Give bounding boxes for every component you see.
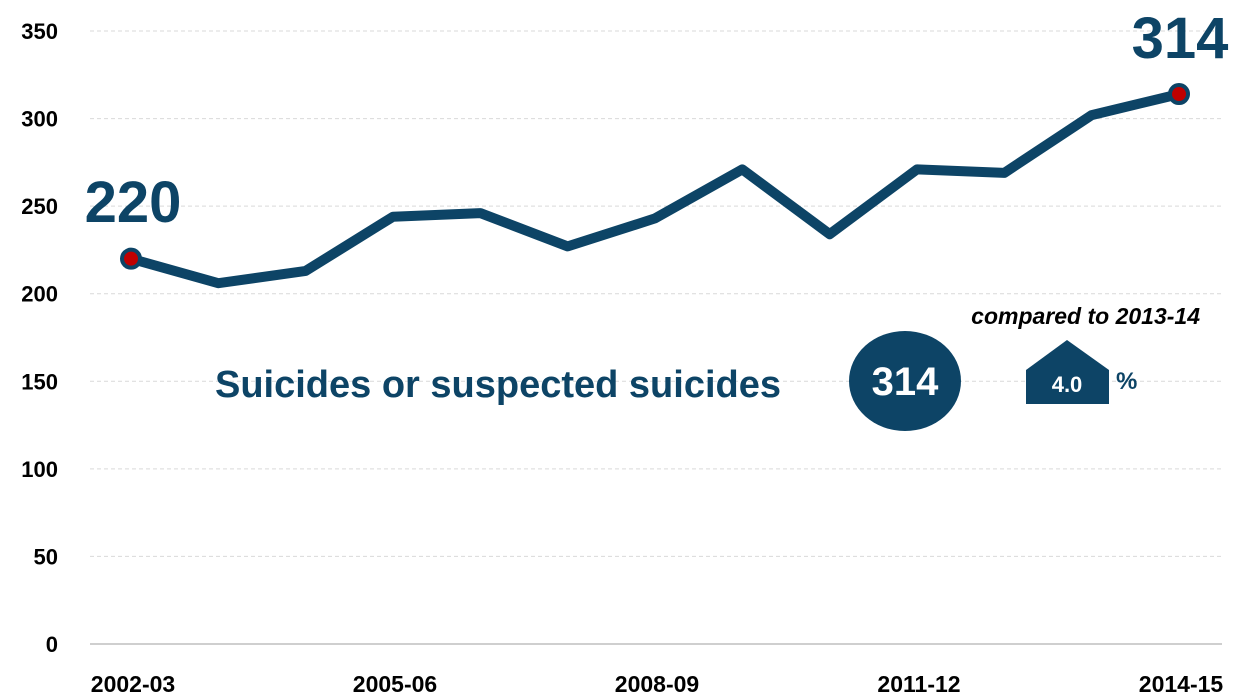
series-line (126, 89, 1184, 289)
x-tick-label: 2005-06 (353, 671, 437, 696)
start-point-marker (120, 247, 142, 270)
y-tick-label: 200 (21, 282, 58, 307)
markers (120, 83, 1190, 270)
x-tick-label: 2014-15 (1139, 671, 1224, 696)
y-tick-label: 250 (21, 194, 58, 219)
gridlines (90, 30, 1222, 557)
y-tick-label: 350 (21, 19, 58, 44)
callout: Suicides or suspected suicides 314 compa… (215, 303, 1200, 431)
callout-circle (849, 331, 961, 431)
callout-title: Suicides or suspected suicides (215, 364, 781, 406)
y-tick-label: 50 (34, 544, 58, 569)
x-tick-label: 2002-03 (91, 671, 175, 696)
start-value-label: 220 (85, 170, 182, 235)
y-axis-ticks: 0 50 100 150 200 250 300 350 (21, 19, 58, 657)
change-unit: % (1116, 368, 1137, 395)
comparison-text: compared to 2013-14 (971, 303, 1200, 329)
change-value: 4.0 (1052, 372, 1083, 397)
end-value-label: 314 (1132, 6, 1229, 71)
y-tick-label: 300 (21, 107, 58, 132)
y-tick-label: 100 (21, 457, 58, 482)
up-arrow-icon (1026, 340, 1109, 404)
y-tick-label: 0 (46, 632, 58, 657)
callout-value: 314 (872, 360, 939, 404)
x-axis-ticks: 2002-03 2005-06 2008-09 2011-12 2014-15 (91, 671, 1224, 696)
y-tick-label: 150 (21, 369, 58, 394)
end-point-marker (1168, 83, 1190, 106)
x-tick-label: 2008-09 (615, 671, 699, 696)
x-tick-label: 2011-12 (877, 671, 960, 696)
